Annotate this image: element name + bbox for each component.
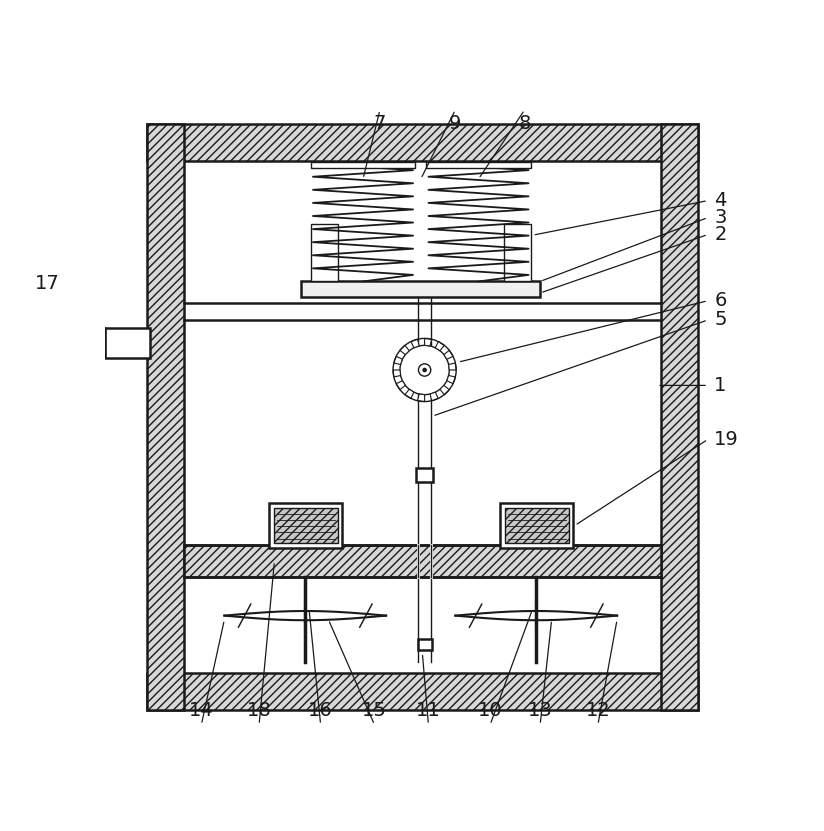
Circle shape [400,346,449,395]
Bar [504,224,531,282]
Polygon shape [394,356,402,365]
Bar [185,160,661,673]
Text: 15: 15 [362,701,387,720]
Text: 12: 12 [586,701,611,720]
Bar [418,640,432,651]
Text: 5: 5 [714,311,727,329]
Text: 13: 13 [527,701,552,720]
Text: 4: 4 [714,191,727,210]
Bar [311,224,338,282]
Polygon shape [396,381,405,390]
Polygon shape [444,351,453,359]
Text: 1: 1 [714,376,727,395]
Bar [269,504,342,548]
Bar [302,282,540,297]
Polygon shape [411,339,419,348]
Bar [185,545,661,577]
Polygon shape [430,392,438,401]
Polygon shape [440,386,449,395]
Text: 2: 2 [714,225,727,244]
Bar [147,124,185,711]
Text: 7: 7 [374,115,386,133]
Bar [426,162,531,168]
Text: 19: 19 [714,430,739,449]
Bar [105,328,150,357]
Text: 17: 17 [35,274,59,293]
Bar [416,468,433,482]
Polygon shape [400,346,410,355]
Circle shape [422,367,427,372]
Polygon shape [82,315,105,371]
Polygon shape [447,376,456,384]
Polygon shape [435,342,444,351]
Polygon shape [448,363,456,370]
Bar [504,508,569,543]
Bar [147,124,698,160]
Bar [661,124,698,711]
Text: 9: 9 [449,115,461,133]
Text: 16: 16 [308,701,333,720]
Text: 18: 18 [246,701,271,720]
Bar [500,504,574,548]
Polygon shape [424,338,432,346]
Text: 3: 3 [714,208,727,227]
Circle shape [419,364,431,376]
Polygon shape [405,389,414,398]
Text: 8: 8 [518,115,531,133]
Polygon shape [393,370,400,377]
Bar [274,508,338,543]
Bar [311,162,415,168]
Polygon shape [418,394,424,401]
Bar [147,673,698,711]
Text: 14: 14 [189,701,213,720]
Text: 11: 11 [416,701,441,720]
Text: 6: 6 [714,291,727,310]
Text: 10: 10 [478,701,503,720]
